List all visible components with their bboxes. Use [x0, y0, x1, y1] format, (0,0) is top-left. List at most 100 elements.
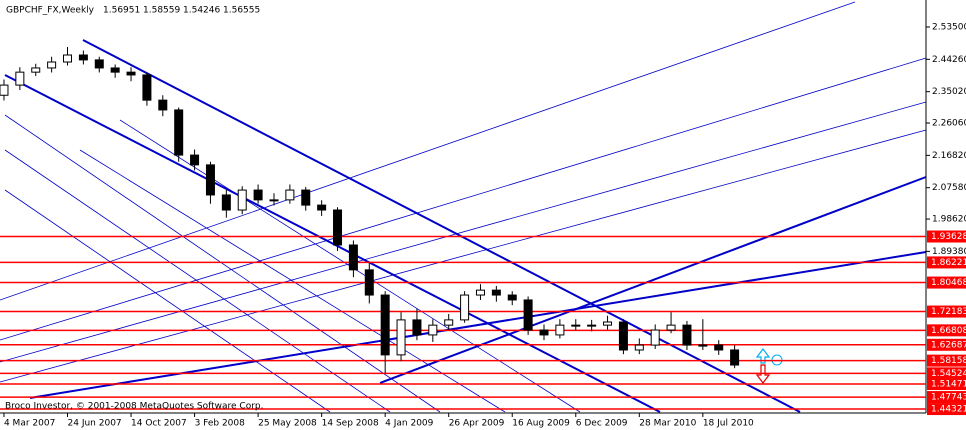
candle-body — [0, 84, 9, 96]
level-label: 1.51471 — [931, 380, 966, 390]
trend-line — [4, 74, 661, 413]
x-tick-label: 28 Mar 2010 — [639, 419, 696, 429]
y-tick-label: 1.98620 — [932, 215, 966, 225]
x-tick-label: 6 Dec 2009 — [576, 419, 628, 429]
trend-line — [4, 149, 391, 413]
trend-line — [4, 189, 331, 413]
level-label-box — [927, 338, 966, 351]
candle-body — [285, 189, 295, 201]
candle-body — [555, 324, 565, 336]
candle-body — [650, 329, 660, 346]
level-label: 1.93628 — [931, 232, 966, 242]
header-value: 1.56555 — [223, 6, 260, 16]
x-tick-label: 25 May 2008 — [258, 419, 317, 429]
y-tick-label: 2.44260 — [932, 55, 966, 65]
y-tick-label: 2.07580 — [932, 183, 966, 193]
candle-body — [78, 54, 88, 61]
footer-text: Broco Investor, © 2001-2008 MetaQuotes S… — [5, 402, 264, 412]
x-tick-label: 3 Feb 2008 — [195, 419, 246, 429]
candle-body — [539, 329, 549, 336]
candle-body — [475, 289, 485, 296]
candle-body — [444, 319, 454, 326]
candle-body — [491, 289, 501, 296]
candle-body — [15, 71, 25, 86]
trend-line — [82, 39, 801, 413]
candle-body — [412, 319, 422, 336]
x-tick-label: 26 Apr 2009 — [449, 419, 505, 429]
header-value: 1.54246 — [183, 6, 220, 16]
x-tick-label: 4 Jan 2009 — [385, 419, 433, 429]
x-tick-label: 14 Oct 2007 — [131, 419, 187, 429]
candle-body — [428, 324, 438, 336]
level-label-box — [927, 403, 966, 416]
candle-body — [618, 321, 628, 351]
candle-body — [507, 294, 517, 301]
candle-body — [158, 99, 168, 111]
candle-body — [47, 61, 57, 69]
candle-body — [364, 269, 374, 296]
candle-body — [698, 344, 708, 347]
trend-line — [0, 129, 927, 383]
level-label: 1.72183 — [931, 307, 966, 317]
candle-body — [221, 194, 231, 211]
level-label: 1.44321 — [931, 405, 966, 415]
candle-body — [301, 189, 311, 206]
candle-body — [110, 67, 120, 73]
candle-body — [333, 209, 343, 246]
level-label: 1.66808 — [931, 326, 966, 336]
level-label-box — [927, 230, 966, 243]
trend-line — [79, 149, 506, 413]
level-label-box — [927, 367, 966, 380]
x-tick-label: 4 Mar 2007 — [4, 419, 55, 429]
candle-body — [730, 349, 740, 366]
candle-body — [714, 344, 724, 351]
level-label-box — [927, 324, 966, 337]
level-label: 1.54524 — [931, 369, 966, 379]
candle-body — [174, 109, 184, 156]
candle-body — [682, 324, 692, 346]
candle-body — [31, 67, 41, 73]
x-tick-label: 16 Aug 2009 — [512, 419, 570, 429]
candle-body — [126, 71, 136, 76]
candle-body — [142, 74, 152, 101]
candle-body — [634, 344, 644, 351]
trend-line — [379, 176, 927, 384]
candle-body — [603, 321, 613, 326]
candle-body — [666, 324, 676, 331]
level-label-box — [927, 378, 966, 391]
level-label-box — [927, 256, 966, 269]
trend-line — [0, 1, 856, 301]
level-label-box — [927, 305, 966, 318]
candle-body — [253, 189, 263, 201]
candle-body — [63, 54, 73, 63]
candle-body — [587, 324, 597, 327]
y-tick-label: 2.26060 — [932, 119, 966, 129]
level-label-box — [927, 276, 966, 289]
trend-line — [0, 57, 927, 341]
candle-body — [317, 204, 327, 211]
x-tick-label: 24 Jun 2007 — [68, 419, 122, 429]
level-label: 1.86221 — [931, 258, 966, 268]
y-tick-label: 2.53500 — [932, 23, 966, 33]
trend-line — [0, 101, 927, 363]
header-value: 1.58559 — [143, 6, 180, 16]
candle-body — [571, 324, 581, 327]
y-tick-label: 2.35020 — [932, 87, 966, 97]
symbol-label: GBPCHF_FX,Weekly — [6, 6, 95, 16]
candle-body — [396, 319, 406, 356]
candle-body — [237, 189, 247, 211]
level-label: 1.62687 — [931, 340, 966, 350]
level-label: 1.80468 — [931, 278, 966, 288]
candle-body — [380, 294, 390, 356]
header-value: 1.56951 — [103, 6, 140, 16]
candle-body — [94, 59, 104, 69]
x-tick-label: 14 Sep 2008 — [322, 419, 379, 429]
y-tick-label: 2.16820 — [932, 151, 966, 161]
candle-body — [348, 244, 358, 271]
candle-body — [205, 164, 215, 196]
level-label-box — [927, 391, 966, 404]
trend-line — [4, 114, 441, 413]
